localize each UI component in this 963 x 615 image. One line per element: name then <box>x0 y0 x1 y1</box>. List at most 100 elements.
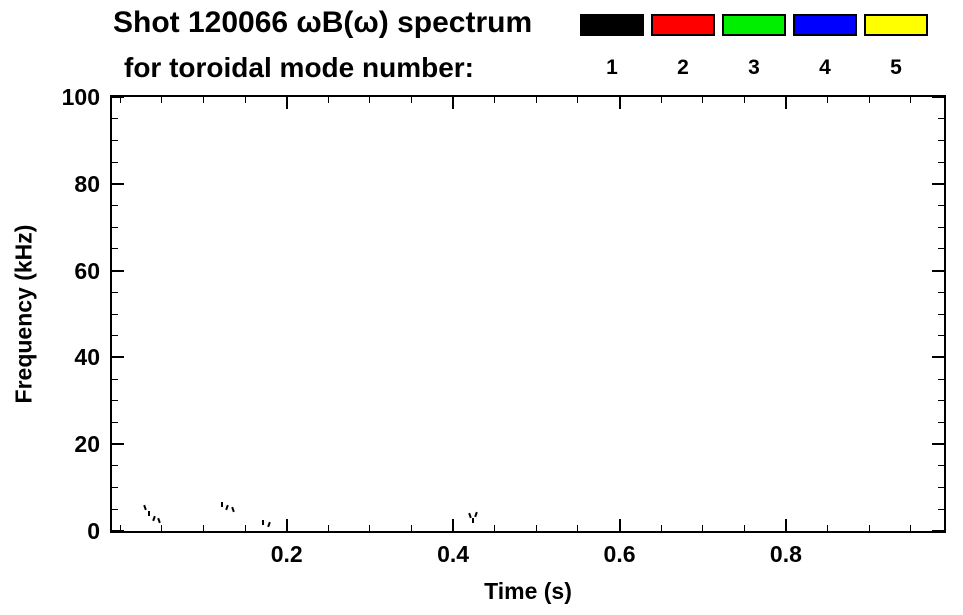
y-minor-tick-mark <box>938 291 944 293</box>
x-tick-mark <box>618 519 621 531</box>
y-minor-tick-mark <box>938 400 944 402</box>
x-tick-mark <box>618 97 621 109</box>
x-tick-mark <box>452 519 455 531</box>
data-point <box>220 502 223 508</box>
data-point <box>467 513 472 519</box>
y-tick-mark <box>932 269 944 272</box>
legend-entry-label: 5 <box>890 56 902 79</box>
x-minor-tick-mark <box>827 97 829 103</box>
y-minor-tick-mark <box>112 226 118 228</box>
x-tick-mark <box>452 97 455 109</box>
y-tick-label: 100 <box>61 84 100 110</box>
x-minor-tick-mark <box>369 97 371 103</box>
chart-subtitle: for toroidal mode number: <box>124 52 474 83</box>
y-minor-tick-mark <box>938 487 944 489</box>
y-minor-tick-mark <box>112 313 118 315</box>
y-tick-mark <box>112 182 124 185</box>
x-minor-tick-mark <box>660 525 662 531</box>
x-minor-tick-mark <box>743 97 745 103</box>
x-tick-label: 0.4 <box>437 541 470 567</box>
x-minor-tick-mark <box>119 97 121 103</box>
y-minor-tick-mark <box>938 139 944 141</box>
data-point <box>262 520 265 526</box>
legend-entry-label: 2 <box>677 56 689 79</box>
y-tick-mark <box>932 356 944 359</box>
x-minor-tick-mark <box>119 525 121 531</box>
x-minor-tick-mark <box>910 97 912 103</box>
y-tick-mark <box>112 356 124 359</box>
y-minor-tick-mark <box>938 161 944 163</box>
legend-swatch <box>793 14 857 36</box>
y-minor-tick-mark <box>112 118 118 120</box>
y-tick-mark <box>932 96 944 98</box>
y-minor-tick-mark <box>938 205 944 206</box>
y-minor-tick-mark <box>938 226 944 228</box>
y-minor-tick-mark <box>112 335 118 337</box>
y-minor-tick-mark <box>938 118 944 120</box>
x-tick-mark <box>285 97 288 109</box>
x-minor-tick-mark <box>577 97 579 103</box>
legend-swatch <box>722 14 786 36</box>
y-tick-mark <box>112 269 124 272</box>
x-minor-tick-mark <box>910 525 912 531</box>
y-tick-mark <box>112 530 124 532</box>
y-tick-label: 80 <box>74 170 100 197</box>
data-point <box>147 510 150 516</box>
y-minor-tick-mark <box>112 205 118 206</box>
x-minor-tick-mark <box>161 97 163 103</box>
y-minor-tick-mark <box>112 139 118 141</box>
y-tick-mark <box>112 96 124 98</box>
y-minor-tick-mark <box>938 313 944 315</box>
x-minor-tick-mark <box>369 525 371 531</box>
y-minor-tick-mark <box>938 508 944 510</box>
y-minor-tick-mark <box>938 422 944 423</box>
x-tick-label: 0.8 <box>769 541 802 567</box>
y-minor-tick-mark <box>112 400 118 402</box>
x-tick-mark <box>784 519 787 531</box>
legend-swatch <box>651 14 715 36</box>
x-minor-tick-mark <box>660 97 662 103</box>
y-minor-tick-mark <box>938 465 944 467</box>
y-tick-mark <box>932 443 944 446</box>
x-minor-tick-mark <box>577 525 579 531</box>
x-tick-label: 0.2 <box>270 541 303 567</box>
y-tick-mark <box>932 530 944 532</box>
x-minor-tick-mark <box>868 97 870 103</box>
legend-swatch <box>864 14 928 36</box>
y-minor-tick-mark <box>112 248 118 250</box>
y-tick-label: 60 <box>74 257 100 284</box>
x-tick-mark <box>784 97 787 109</box>
y-minor-tick-mark <box>112 161 118 163</box>
legend-entry-label: 3 <box>748 56 760 79</box>
y-tick-label: 20 <box>74 431 100 458</box>
x-minor-tick-mark <box>327 525 329 531</box>
y-minor-tick-mark <box>112 378 118 380</box>
y-minor-tick-mark <box>112 508 118 510</box>
x-minor-tick-mark <box>203 97 205 103</box>
data-point <box>267 521 272 527</box>
x-minor-tick-mark <box>327 97 329 103</box>
legend-swatch <box>580 14 644 36</box>
data-point <box>472 517 475 523</box>
legend <box>580 14 928 36</box>
y-axis-label: Frequency (kHz) <box>10 224 37 404</box>
x-minor-tick-mark <box>827 525 829 531</box>
y-tick-mark <box>112 443 124 446</box>
data-point <box>151 515 156 522</box>
x-minor-tick-mark <box>411 97 413 103</box>
y-tick-mark <box>932 182 944 185</box>
y-minor-tick-mark <box>938 335 944 337</box>
chart-title: Shot 120066 ωB(ω) spectrum <box>113 6 533 39</box>
x-tick-label: 0.6 <box>603 541 636 567</box>
data-point <box>230 507 235 513</box>
data-point <box>225 504 229 510</box>
data-point <box>474 511 479 517</box>
x-axis-label: Time (s) <box>484 578 572 604</box>
x-tick-mark <box>285 519 288 531</box>
y-minor-tick-mark <box>938 248 944 250</box>
x-minor-tick-mark <box>702 525 704 531</box>
x-minor-tick-mark <box>494 97 496 103</box>
x-minor-tick-mark <box>535 525 537 531</box>
data-point <box>143 504 148 511</box>
